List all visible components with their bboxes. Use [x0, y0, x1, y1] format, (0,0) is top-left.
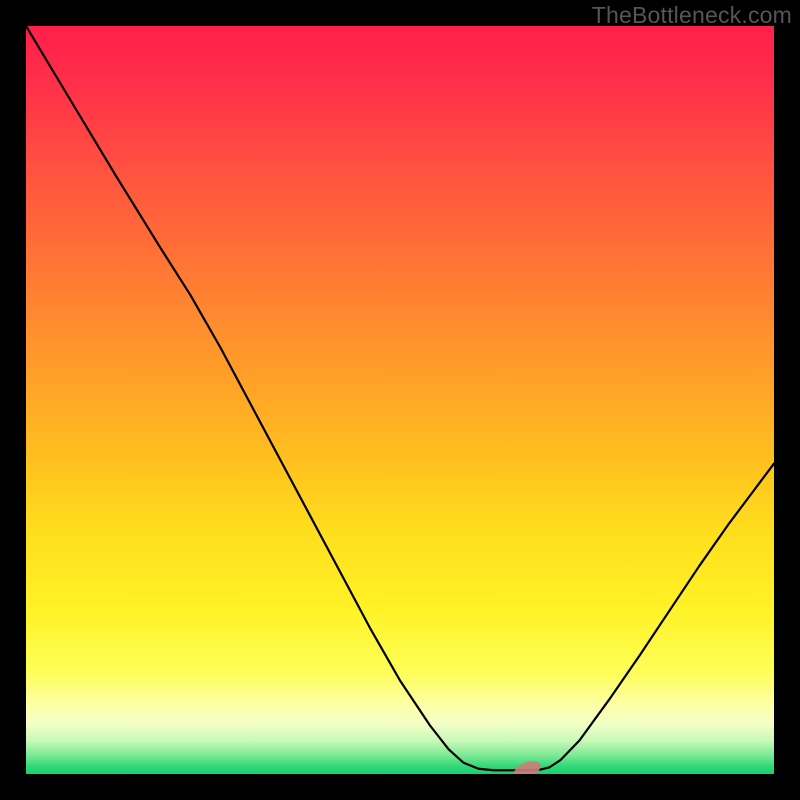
- chart-frame: TheBottleneck.com: [0, 0, 800, 800]
- chart-svg: [0, 0, 800, 800]
- frame-border-top: [0, 0, 800, 26]
- frame-border-left: [0, 0, 26, 800]
- frame-border-right: [774, 0, 800, 800]
- gradient-background: [26, 26, 774, 774]
- frame-border-bottom: [0, 774, 800, 800]
